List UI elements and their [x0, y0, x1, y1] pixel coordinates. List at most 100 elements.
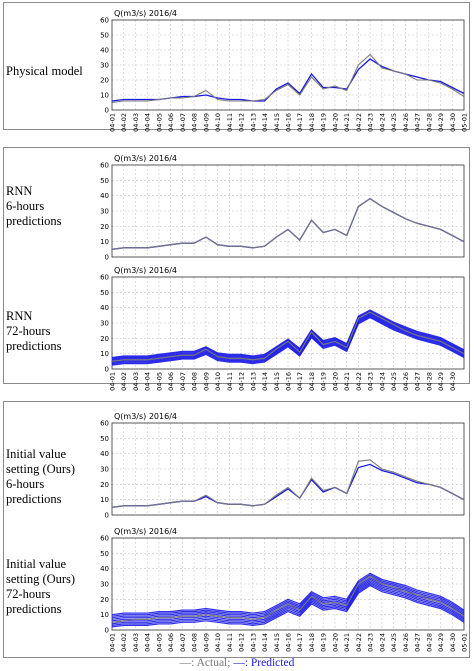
label-line: predictions — [6, 214, 62, 228]
x-tick-label: 04-21 — [343, 372, 351, 391]
x-tick-label: 04-04 — [144, 113, 152, 132]
x-tick-label: 04-16 — [285, 113, 293, 132]
x-tick-label: 04-14 — [261, 633, 269, 652]
series-line-actual — [111, 311, 465, 362]
series-line-predicted — [111, 575, 465, 619]
x-tick-label: 04-01 — [109, 113, 117, 132]
y-tick-label: 50 — [100, 32, 109, 40]
x-tick-label: 04-03 — [132, 633, 140, 652]
x-tick-label: 04-28 — [425, 633, 433, 652]
x-tick-label: 04-27 — [414, 113, 422, 132]
y-tick-label: 30 — [100, 208, 109, 216]
y-tick-label: 10 — [100, 350, 109, 358]
x-tick-label: 04-16 — [285, 372, 293, 391]
x-tick-label: 04-26 — [402, 633, 410, 652]
x-tick-label: 04-20 — [331, 633, 339, 652]
chart-panel-5: Q(m3/s) 2016/4 0 10 20 30 40 50 60 04-01 04-02 04-… — [100, 527, 468, 652]
x-tick-label: 04-12 — [238, 113, 246, 132]
y-tick-label: 40 — [100, 47, 109, 55]
x-tick-label: 04-01 — [109, 633, 117, 652]
x-tick-label: 04-12 — [238, 633, 246, 652]
y-tick-label: 0 — [105, 107, 109, 115]
y-tick-label: 10 — [100, 611, 109, 619]
x-tick-label: 04-11 — [226, 372, 234, 391]
x-tick-label: 04-07 — [179, 372, 187, 391]
chart-panel-3: Q(m3/s) 2016/4 0 10 20 30 40 50 60 04-01 04-02 04-… — [100, 266, 465, 391]
chart-title: Q(m3/s) 2016/4 — [114, 154, 177, 163]
chart-panel-4: Q(m3/s) 2016/4 0 10 20 30 40 50 60 — [100, 412, 465, 520]
y-tick-label: 60 — [100, 420, 109, 428]
y-tick-label: 60 — [100, 162, 109, 170]
x-tick-label: 04-23 — [367, 372, 375, 391]
x-tick-label: 04-02 — [120, 633, 128, 652]
panel-label-rnn-72h: RNN 72-hours predictions — [6, 309, 104, 354]
y-tick-label: 30 — [100, 466, 109, 474]
x-tick-label: 04-11 — [226, 113, 234, 132]
legend: —: Actual; —: Predicted — [0, 657, 474, 670]
series-line-predicted — [111, 581, 465, 625]
series-line-actual — [111, 575, 465, 623]
x-tick-label: 04-11 — [226, 633, 234, 652]
x-tick-label: 05-01 — [461, 113, 469, 132]
chart-panel-2: Q(m3/s) 2016/4 0 10 20 30 40 50 60 — [100, 154, 465, 262]
y-tick-label: 50 — [100, 550, 109, 558]
y-tick-label: 60 — [100, 535, 109, 543]
x-tick-label: 04-12 — [238, 372, 246, 391]
panel-label-ours-6h: Initial value setting (Ours) 6-hours pre… — [6, 447, 104, 507]
x-tick-label: 04-07 — [179, 113, 187, 132]
x-tick-label: 04-28 — [425, 372, 433, 391]
x-tick-label: 04-06 — [167, 372, 175, 391]
y-tick-label: 40 — [100, 192, 109, 200]
series-line-predicted — [111, 314, 465, 363]
x-tick-label: 04-30 — [449, 633, 457, 652]
y-tick-label: 50 — [100, 435, 109, 443]
chart-title: Q(m3/s) 2016/4 — [114, 412, 177, 421]
label-line: predictions — [6, 492, 62, 506]
y-tick-label: 0 — [105, 366, 109, 374]
x-tick-label: 04-17 — [296, 113, 304, 132]
y-tick-label: 50 — [100, 177, 109, 185]
series-line-predicted — [111, 580, 465, 623]
x-tick-label: 04-22 — [355, 113, 363, 132]
x-tick-label: 04-01 — [109, 372, 117, 391]
x-tick-label: 04-15 — [273, 633, 281, 652]
x-tick-label: 04-20 — [331, 372, 339, 391]
x-tick-label: 04-18 — [308, 113, 316, 132]
x-tick-label: 04-20 — [331, 113, 339, 132]
plot-frame — [111, 164, 465, 258]
x-tick-label: 04-15 — [273, 372, 281, 391]
x-tick-label: 04-08 — [191, 372, 199, 391]
x-tick-label: 04-06 — [167, 633, 175, 652]
series-line-predicted — [111, 584, 465, 628]
x-tick-label: 04-13 — [249, 372, 257, 391]
series-line-predicted — [111, 309, 465, 359]
label-line: RNN — [6, 184, 33, 198]
label-line: 72-hours — [6, 587, 51, 601]
x-tick-label: 04-23 — [367, 113, 375, 132]
y-tick-label: 40 — [100, 565, 109, 573]
label-line: setting (Ours) — [6, 572, 76, 586]
x-tick-label: 04-29 — [437, 113, 445, 132]
x-tick-label: 04-09 — [202, 633, 210, 652]
plot-frame — [111, 276, 465, 370]
x-tick-label: 04-19 — [320, 633, 328, 652]
x-tick-label: 04-26 — [402, 113, 410, 132]
y-tick-label: 20 — [100, 596, 109, 604]
series-line-predicted — [111, 316, 465, 366]
legend-actual: —: Actual; — [179, 657, 231, 669]
series-line-actual — [111, 198, 465, 250]
x-tick-label: 04-13 — [249, 113, 257, 132]
panel-group-rnn — [3, 147, 470, 384]
chart-title: Q(m3/s) 2016/4 — [114, 527, 177, 536]
x-tick-label: 04-22 — [355, 633, 363, 652]
label-line: Initial value — [6, 447, 67, 461]
label-line: setting (Ours) — [6, 462, 76, 476]
x-tick-label: 04-29 — [437, 633, 445, 652]
y-tick-label: 0 — [105, 254, 109, 262]
x-tick-label: 04-08 — [191, 113, 199, 132]
label-line: predictions — [6, 339, 62, 353]
label-line: 6-hours — [6, 199, 45, 213]
y-tick-label: 30 — [100, 581, 109, 589]
x-tick-label: 04-09 — [202, 113, 210, 132]
series-line-predicted — [111, 572, 465, 616]
